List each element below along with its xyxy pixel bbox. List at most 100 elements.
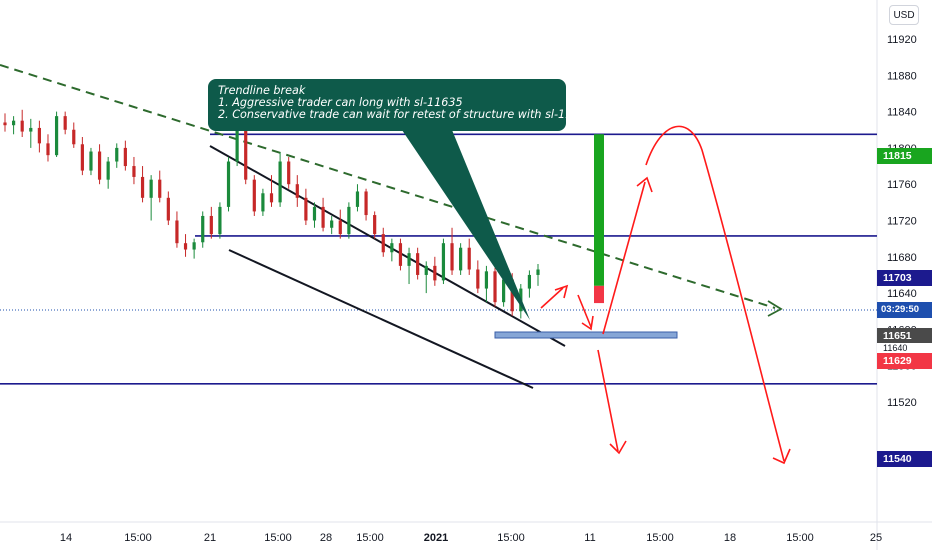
candle-body (37, 127, 41, 144)
x-tick-label: 28 (320, 532, 332, 544)
candle-body (502, 279, 506, 303)
x-tick-label: 21 (204, 532, 216, 544)
wedge-lower-line (228, 249, 534, 389)
candle-body (373, 215, 377, 235)
candle-body (235, 127, 239, 162)
arrow-up-1 (540, 287, 564, 309)
y-tick-label: 11760 (887, 179, 917, 191)
candle-body (364, 191, 368, 216)
callout-pointer (402, 130, 530, 320)
candle-body (450, 243, 454, 271)
candle-body (218, 206, 222, 235)
candle-body (338, 220, 342, 235)
x-tick-label: 15:00 (786, 532, 814, 544)
price-tag-stop: 11629 (877, 353, 932, 369)
price-tag-level: 11703 (877, 270, 932, 286)
candle-body (175, 220, 179, 244)
trade-callout: Trendline break 1. Aggressive trader can… (208, 79, 594, 131)
currency-button[interactable]: USD (889, 5, 919, 25)
arrowhead-up-1 (554, 284, 569, 299)
price-tag-support: 11540 (877, 451, 932, 467)
x-tick-label: 15:00 (124, 532, 152, 544)
candle-body (63, 116, 67, 130)
candle-body (201, 215, 205, 243)
candle-body (11, 120, 16, 126)
price-tag-target: 11815 (877, 148, 932, 164)
candle-body (390, 243, 394, 253)
x-tick-label: 25 (870, 532, 882, 544)
candle-body (269, 193, 274, 203)
candle-body (29, 127, 33, 132)
candle-body (536, 269, 540, 275)
arrowhead-big (772, 448, 791, 465)
x-tick-label: 2021 (424, 532, 448, 544)
candle-body (330, 220, 334, 228)
candle-body (244, 127, 248, 180)
candle-body (355, 191, 360, 207)
arrow-down-2 (597, 349, 619, 452)
candle-body (183, 243, 188, 250)
candle-body (467, 247, 471, 270)
candle-body (510, 279, 514, 312)
candle-body (166, 197, 170, 221)
arrow-down-1 (577, 294, 592, 328)
entry-zone-box (494, 331, 678, 339)
candle-body (476, 269, 480, 289)
candle-body (321, 206, 325, 228)
candle-body (304, 197, 308, 221)
arrowhead-up-2 (636, 176, 653, 193)
callout-line-3: 2. Conservative trade can wait for retes… (218, 108, 594, 121)
y-tick-label: 11520 (887, 397, 917, 409)
candle-body (209, 215, 213, 235)
dashed-trendline-arrowhead (767, 300, 783, 317)
candle-body (261, 193, 265, 212)
candle-body (132, 166, 136, 177)
y-tick-label: 11640 (887, 288, 917, 300)
price-tag-countdown: 03:29:50 (877, 302, 932, 318)
dashed-trendline (0, 64, 776, 309)
candle-body (3, 122, 7, 126)
price-tag-current: 11651 (877, 328, 932, 344)
candle-body (140, 176, 145, 198)
candle-body (424, 265, 428, 275)
candle-body (252, 179, 256, 212)
candle-body (278, 161, 282, 203)
x-tick-label: 15:00 (497, 532, 525, 544)
candle-body (192, 242, 196, 250)
arrow-big-path (645, 125, 785, 462)
y-tick-label: 11840 (887, 107, 917, 119)
target-bar (594, 134, 604, 286)
candle-body (287, 161, 291, 185)
x-tick-label: 15:00 (264, 532, 292, 544)
candle-body (89, 151, 93, 171)
candle-body (347, 206, 351, 235)
candle-body (433, 265, 437, 281)
candle-body (459, 247, 463, 271)
arrowhead-down-2 (609, 440, 627, 455)
candle-body (149, 179, 153, 198)
candle-body (115, 147, 119, 162)
wedge-upper-line (209, 145, 566, 347)
y-tick-label: 11920 (887, 34, 917, 46)
candle-body (407, 253, 411, 266)
callout-line-1: Trendline break (218, 84, 306, 97)
candle-body (398, 243, 403, 266)
candle-body (106, 161, 110, 180)
candle-body (295, 184, 299, 198)
candle-body (97, 151, 102, 180)
candle-body (416, 253, 420, 275)
candle-body (54, 116, 59, 156)
y-tick-label: 11880 (887, 70, 917, 82)
y-tick-label: 11720 (887, 216, 917, 228)
candle-body (381, 234, 385, 253)
candle-body (72, 129, 76, 145)
arrowhead-down-1 (581, 315, 594, 331)
price-tag-partial: 11640 (877, 343, 932, 353)
x-tick-label: 18 (724, 532, 736, 544)
arrow-up-2 (602, 181, 646, 335)
x-tick-label: 14 (60, 532, 72, 544)
y-tick-label: 11680 (887, 252, 917, 264)
candle-body (312, 206, 317, 221)
